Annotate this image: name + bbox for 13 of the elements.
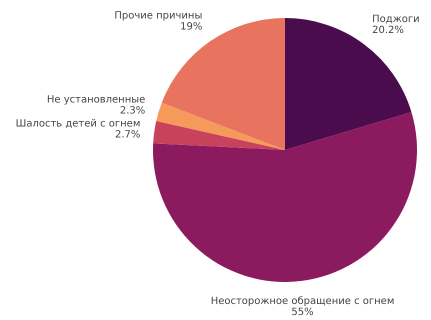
data-label: 2.7% bbox=[114, 130, 140, 141]
data-label: 55% bbox=[291, 306, 314, 318]
slice-label: Неосторожное обращение с огнем bbox=[210, 296, 394, 307]
slice-label: Не установленные bbox=[46, 94, 146, 106]
data-label: 19% bbox=[180, 22, 202, 33]
pie-slice bbox=[153, 112, 417, 282]
slice-label: Прочие причины bbox=[114, 10, 202, 22]
data-label: 2.3% bbox=[120, 105, 146, 116]
data-label: 20.2% bbox=[372, 25, 404, 36]
slice-label: Поджоги bbox=[372, 14, 420, 26]
slice-label: Шалость детей с огнем bbox=[16, 118, 140, 130]
pie-slice bbox=[153, 120, 285, 150]
pie-slice bbox=[156, 102, 285, 150]
